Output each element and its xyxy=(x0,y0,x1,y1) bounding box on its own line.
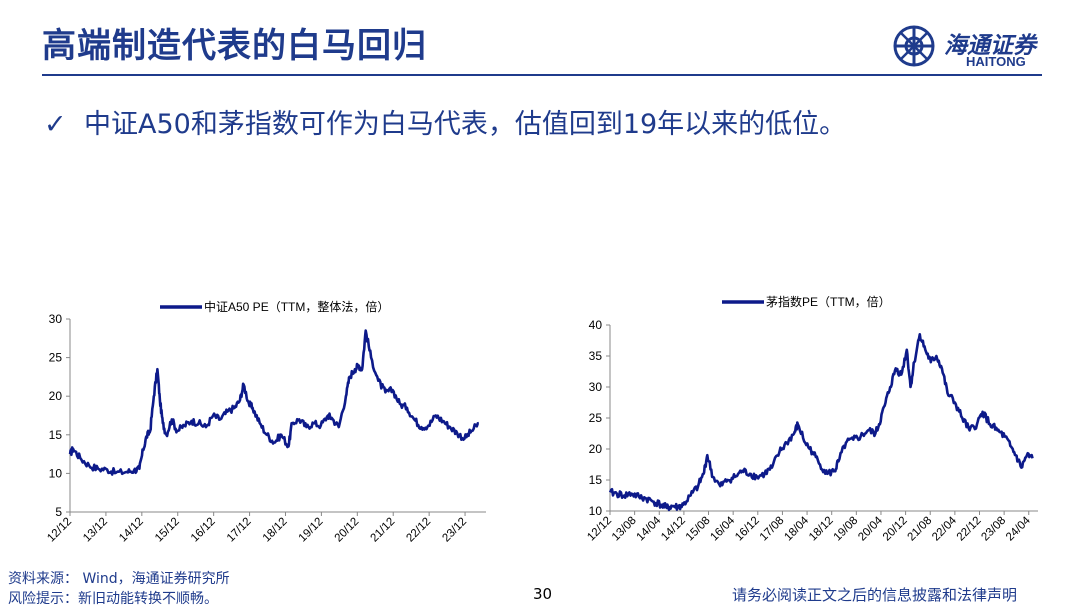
a50-y-tick-label: 10 xyxy=(49,466,63,480)
mao-x-tick-label: 16/12 xyxy=(733,515,762,544)
a50-y-tick-label: 30 xyxy=(49,312,63,326)
mao-y-tick-label: 25 xyxy=(589,411,603,425)
mao-y-tick-label: 40 xyxy=(589,318,603,332)
a50-x-tick-label: 21/12 xyxy=(369,516,398,545)
a50-x-tick-label: 19/12 xyxy=(297,516,326,545)
a50-y-tick-label: 25 xyxy=(49,351,63,365)
haitong-logo-icon xyxy=(893,25,935,67)
mao-x-tick-label: 22/12 xyxy=(955,515,984,544)
a50-pe-chart: 5 10 15 20 25 30 12/12 13/12 14/12 15/12 16/12 17/1… xyxy=(45,299,486,545)
mao-y-tick-label: 10 xyxy=(589,504,603,518)
key-point: ✓ 中证A50和茅指数可作为白马代表，估值回到19年以来的低位。 xyxy=(44,102,846,141)
mao-x-tick-label: 13/08 xyxy=(610,515,639,544)
mao-x-tick-label: 12/12 xyxy=(585,515,614,544)
a50-x-tick-label: 17/12 xyxy=(225,516,254,545)
mao-x-tick-label: 14/12 xyxy=(659,515,688,544)
risk-note: 风险提示：新旧动能转换不顺畅。 xyxy=(8,591,218,607)
mao-series-line xyxy=(608,332,1034,512)
mao-legend-label: 茅指数PE（TTM，倍） xyxy=(766,294,891,309)
source-note: 资料来源： Wind，海通证券研究所 xyxy=(8,571,230,587)
a50-x-tick-label: 16/12 xyxy=(189,516,218,545)
a50-x-tick-label: 20/12 xyxy=(333,516,362,545)
mao-x-tick-label: 24/04 xyxy=(1004,514,1033,543)
a50-x-tick-label: 18/12 xyxy=(261,516,290,545)
a50-x-tick-label: 22/12 xyxy=(404,516,433,545)
mao-x-tick-label: 19/08 xyxy=(832,515,861,544)
a50-x-tick-label: 14/12 xyxy=(117,516,146,545)
mao-x-tick-label: 18/04 xyxy=(782,514,811,543)
mao-y-tick-label: 30 xyxy=(589,380,603,394)
disclaimer: 请务必阅读正文之后的信息披露和法律声明 xyxy=(732,586,1018,604)
mao-x-tick-label: 14/04 xyxy=(635,514,664,543)
page-title: 高端制造代表的白马回归 xyxy=(42,26,427,66)
mao-x-tick-label: 20/12 xyxy=(881,515,910,544)
mao-index-pe-chart: 1015202530354012/1213/0814/0414/1215/081… xyxy=(585,294,1038,544)
page-number: 30 xyxy=(533,585,553,603)
mao-x-tick-label: 16/04 xyxy=(708,514,737,543)
a50-y-tick-label: 5 xyxy=(55,505,62,519)
key-point-text: 中证A50和茅指数可作为白马代表，估值回到19年以来的低位。 xyxy=(84,109,847,140)
a50-x-tick-label: 12/12 xyxy=(45,516,74,545)
mao-y-tick-label: 35 xyxy=(589,349,603,363)
a50-series-line xyxy=(68,329,480,476)
a50-legend-label: 中证A50 PE（TTM，整体法，倍） xyxy=(204,299,389,314)
mao-x-tick-label: 20/04 xyxy=(856,514,885,543)
mao-x-tick-label: 17/08 xyxy=(758,515,787,544)
mao-x-tick-label: 22/04 xyxy=(930,514,959,543)
title-divider xyxy=(42,74,1042,76)
mao-y-tick-label: 15 xyxy=(589,473,603,487)
a50-y-tick-label: 15 xyxy=(49,428,63,442)
checkmark-icon: ✓ xyxy=(44,109,67,140)
logo-text-cn: 海通证券 xyxy=(944,32,1036,59)
mao-x-tick-label: 15/08 xyxy=(684,515,713,544)
mao-x-tick-label: 23/08 xyxy=(979,515,1008,544)
haitong-logo: 海通证券 HAITONG xyxy=(892,24,1062,72)
mao-x-tick-label: 18/12 xyxy=(807,515,836,544)
mao-y-tick-label: 20 xyxy=(589,442,603,456)
a50-y-tick-label: 20 xyxy=(49,389,63,403)
a50-x-tick-label: 15/12 xyxy=(153,516,182,545)
a50-x-tick-label: 13/12 xyxy=(81,516,110,545)
mao-x-tick-label: 21/08 xyxy=(906,515,935,544)
a50-x-tick-label: 23/12 xyxy=(440,516,469,545)
logo-text-en: HAITONG xyxy=(966,54,1026,69)
